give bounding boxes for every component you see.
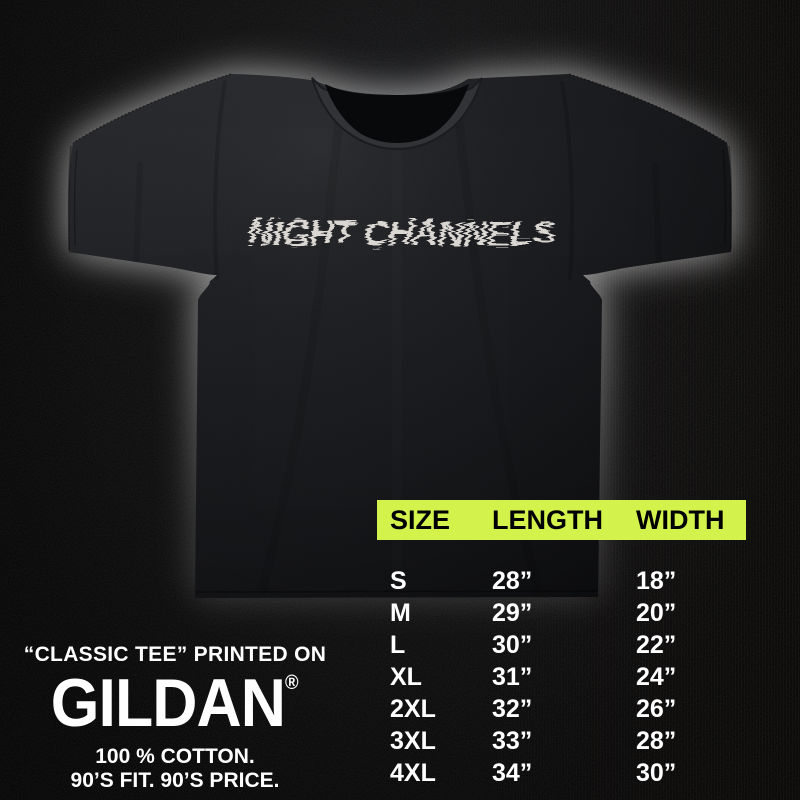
svg-text:NIGHT CHANNELS: NIGHT CHANNELS — [248, 214, 554, 253]
